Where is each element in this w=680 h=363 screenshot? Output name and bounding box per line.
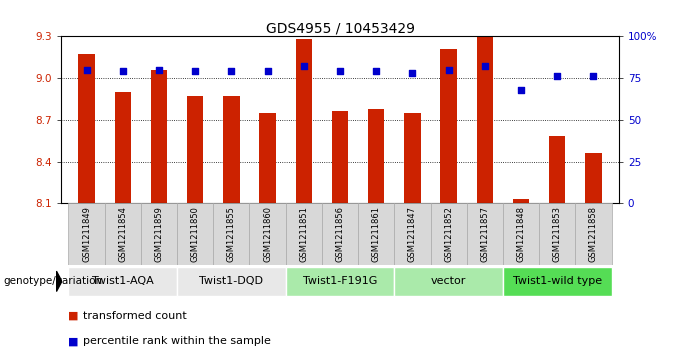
FancyBboxPatch shape [394,203,430,265]
Point [515,87,526,93]
Text: vector: vector [431,276,466,286]
FancyBboxPatch shape [250,203,286,265]
FancyBboxPatch shape [575,203,611,265]
Point [443,67,454,73]
Bar [296,39,312,203]
Text: GSM1211849: GSM1211849 [82,206,91,262]
Text: percentile rank within the sample: percentile rank within the sample [83,336,271,346]
Text: Twist1-F191G: Twist1-F191G [303,276,377,286]
Text: GSM1211855: GSM1211855 [227,206,236,262]
Bar [513,199,529,203]
FancyBboxPatch shape [358,203,394,265]
FancyBboxPatch shape [105,203,141,265]
Text: transformed count: transformed count [83,311,187,321]
Point [81,67,92,73]
Point [371,69,381,74]
Text: GSM1211854: GSM1211854 [118,206,127,262]
Point [226,69,237,74]
Point [479,64,490,69]
Text: ■: ■ [68,336,78,346]
Bar [223,96,239,203]
Point [299,64,309,69]
FancyBboxPatch shape [69,266,177,296]
Point [154,67,165,73]
FancyBboxPatch shape [141,203,177,265]
Point [190,69,201,74]
Text: GSM1211848: GSM1211848 [517,206,526,262]
FancyBboxPatch shape [286,266,394,296]
Point [588,73,599,79]
Text: Twist1-DQD: Twist1-DQD [199,276,263,286]
FancyBboxPatch shape [177,203,214,265]
FancyBboxPatch shape [503,266,611,296]
Text: GSM1211858: GSM1211858 [589,206,598,262]
Point [551,73,562,79]
Bar [115,92,131,203]
Text: GSM1211853: GSM1211853 [553,206,562,262]
Bar [368,109,384,203]
Text: GSM1211851: GSM1211851 [299,206,308,262]
Text: GSM1211859: GSM1211859 [154,206,163,262]
Point [407,70,418,76]
Bar [477,36,493,203]
FancyBboxPatch shape [214,203,250,265]
Point [335,69,345,74]
FancyBboxPatch shape [503,203,539,265]
Bar [441,49,457,203]
Bar [332,111,348,203]
Point [262,69,273,74]
Text: GSM1211857: GSM1211857 [480,206,490,262]
FancyBboxPatch shape [69,203,105,265]
Text: GSM1211847: GSM1211847 [408,206,417,262]
FancyBboxPatch shape [430,203,466,265]
Text: Twist1-AQA: Twist1-AQA [92,276,154,286]
FancyBboxPatch shape [322,203,358,265]
Bar [151,70,167,203]
FancyBboxPatch shape [539,203,575,265]
Text: genotype/variation: genotype/variation [3,276,103,286]
Text: GSM1211852: GSM1211852 [444,206,453,262]
Bar [549,136,565,203]
FancyBboxPatch shape [286,203,322,265]
Bar [585,153,602,203]
Bar [187,96,203,203]
Text: GSM1211861: GSM1211861 [372,206,381,262]
Bar [405,113,420,203]
Bar [78,54,95,203]
Text: GSM1211850: GSM1211850 [190,206,200,262]
Text: GSM1211860: GSM1211860 [263,206,272,262]
Text: ■: ■ [68,311,78,321]
Point [118,69,129,74]
Text: Twist1-wild type: Twist1-wild type [513,276,602,286]
FancyBboxPatch shape [177,266,286,296]
Title: GDS4955 / 10453429: GDS4955 / 10453429 [265,21,415,35]
Bar [260,113,275,203]
Text: GSM1211856: GSM1211856 [335,206,345,262]
Polygon shape [56,271,62,291]
FancyBboxPatch shape [394,266,503,296]
FancyBboxPatch shape [466,203,503,265]
